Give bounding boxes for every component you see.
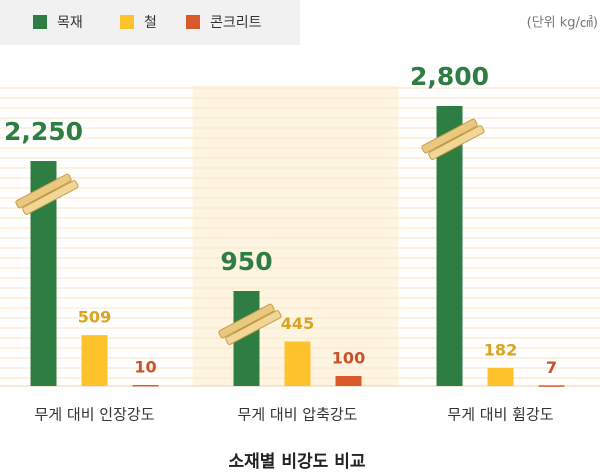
wood-plank [421,118,478,154]
value-label: 100 [332,349,365,368]
wood-plank [15,173,72,209]
value-label: 950 [220,247,272,276]
highlight-band [192,86,399,386]
value-label: 2,250 [4,117,83,146]
chart-title: 소재별 비강도 비교 [229,452,366,472]
wood-plank [428,125,485,160]
wood-plank-icon [15,173,79,215]
bar [284,341,311,386]
legend-swatch [120,15,134,29]
legend-label: 목재 [57,15,83,31]
unit-label: (단위 kg/㎠) [527,16,598,31]
bar [487,367,514,386]
value-label: 509 [78,308,111,327]
legend-box [0,0,300,45]
bar [81,335,108,386]
legend-label: 콘크리트 [210,15,262,31]
value-label: 7 [546,358,557,377]
bar [335,376,362,386]
wood-plank-icon [218,303,282,345]
x-tick-label: 무게 대비 압축강도 [238,406,358,424]
wood-plank [225,310,282,345]
bar [538,385,565,387]
value-label: 10 [134,358,156,377]
bar [132,385,159,387]
value-label: 445 [281,314,314,333]
legend-swatch [186,15,200,29]
wood-plank-icon [421,118,485,160]
value-label: 182 [484,340,517,359]
legend-swatch [33,15,47,29]
wood-plank [22,180,79,215]
x-tick-label: 무게 대비 휨강도 [447,406,553,424]
value-label: 2,800 [410,62,489,91]
wood-plank [218,303,275,339]
legend-label: 철 [144,15,157,31]
x-tick-label: 무게 대비 인장강도 [35,406,155,424]
